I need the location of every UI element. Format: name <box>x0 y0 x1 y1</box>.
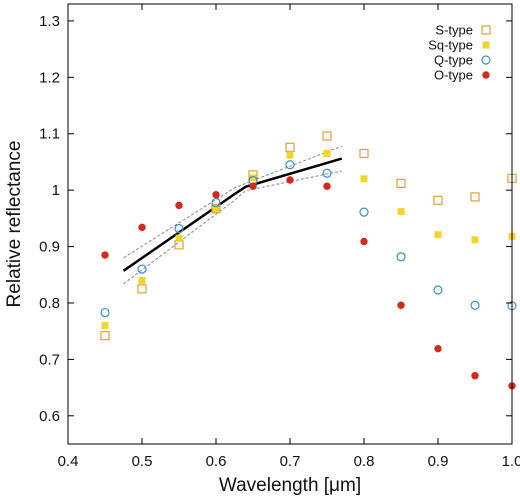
data-point-o-type <box>286 176 294 184</box>
data-point-s-type <box>137 284 147 294</box>
data-point-q-type <box>211 197 221 208</box>
fit-line <box>122 157 343 272</box>
data-point-q-type <box>359 207 369 217</box>
data-point-o-type <box>397 301 405 309</box>
data-point-o-type <box>434 344 442 353</box>
data-point-sq-type <box>138 276 146 284</box>
fit-lower-bound-line <box>123 170 342 285</box>
x-tick-label: 0.6 <box>206 453 227 470</box>
legend-marker-s-type <box>481 25 491 35</box>
data-point-sq-type <box>471 236 479 244</box>
fit-layer <box>122 145 343 285</box>
ticks-layer: 0.4 0.5 0.6 0.7 0.8 0.9 1.0 0.6 0.7 0.8 0.9 1 1.1 1.2… <box>39 4 520 470</box>
x-tick-label: 0.5 <box>132 453 153 470</box>
y-tick-label: 1.3 <box>39 13 60 30</box>
data-point-s-type <box>211 204 221 214</box>
x-axis-label: Wavelength [μm] <box>219 475 361 496</box>
data-point-sq-type <box>212 205 220 213</box>
data-point-o-type <box>138 223 146 232</box>
x-tick-label: 0.9 <box>428 453 449 470</box>
y-tick-label: 0.7 <box>39 351 60 368</box>
legend-marker-o-type <box>482 71 490 79</box>
y-tick-label: 1 <box>52 182 60 199</box>
data-point-o-type <box>471 372 479 380</box>
legend-marker-sq-type <box>482 41 490 49</box>
x-tick-label: 1.0 <box>502 453 520 470</box>
data-point-q-type <box>285 160 295 170</box>
data-point-sq-type <box>286 151 294 159</box>
data-point-o-type <box>212 190 220 199</box>
data-point-o-type <box>323 182 331 190</box>
data-point-sq-type <box>434 231 442 239</box>
data-point-sq-type <box>175 234 183 242</box>
data-point-q-type <box>322 168 332 178</box>
data-point-o-type <box>249 182 257 190</box>
data-point-sq-type <box>397 208 405 216</box>
data-point-q-type <box>470 300 480 310</box>
y-tick-label: 1.1 <box>39 126 60 143</box>
legend-label-sq-type: Sq-type <box>428 38 473 53</box>
y-tick-label: 0.8 <box>39 295 60 312</box>
data-point-sq-type <box>323 149 331 157</box>
legend-label-o-type: O-type <box>434 68 473 83</box>
data-point-q-type <box>100 307 110 318</box>
data-point-o-type <box>101 251 109 259</box>
data-point-q-type <box>433 285 443 295</box>
data-point-q-type <box>137 264 147 274</box>
data-point-q-type <box>396 252 406 262</box>
fit-upper-bound-line <box>123 145 342 259</box>
y-tick-label: 1.2 <box>39 69 60 86</box>
data-point-s-type <box>174 240 184 250</box>
points-layer <box>100 131 517 390</box>
data-point-sq-type <box>360 175 368 183</box>
y-tick-label: 0.6 <box>39 408 60 425</box>
y-tick-label: 0.9 <box>39 239 60 256</box>
legend-label-q-type: Q-type <box>434 53 473 68</box>
legend-label-s-type: S-type <box>435 23 473 38</box>
data-point-s-type <box>433 195 443 205</box>
data-point-s-type <box>100 331 110 341</box>
data-point-o-type <box>175 201 183 210</box>
data-point-q-type <box>174 223 184 234</box>
x-tick-label: 0.4 <box>58 453 79 470</box>
data-point-s-type <box>322 131 332 141</box>
data-point-s-type <box>470 192 480 202</box>
data-point-s-type <box>359 148 369 159</box>
legend-marker-q-type <box>481 55 491 65</box>
x-tick-label: 0.8 <box>354 453 375 470</box>
data-point-o-type <box>360 237 368 246</box>
data-point-s-type <box>285 142 295 152</box>
data-point-s-type <box>396 178 406 188</box>
x-tick-label: 0.7 <box>280 453 301 470</box>
y-axis-label: Relative reflectance <box>4 141 25 308</box>
data-point-sq-type <box>101 322 109 330</box>
data-point-sq-type <box>249 174 257 182</box>
